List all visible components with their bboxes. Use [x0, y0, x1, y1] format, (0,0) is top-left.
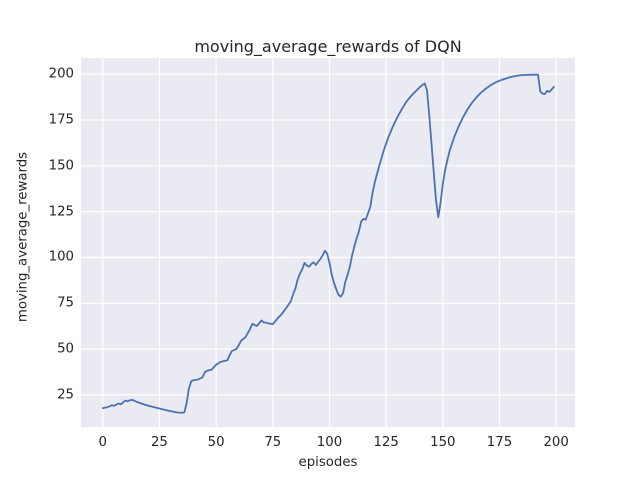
x-tick-label: 125	[373, 435, 399, 450]
y-tick-label: 200	[48, 66, 74, 82]
x-tick-label: 100	[316, 435, 343, 450]
y-tick-label: 150	[48, 158, 74, 174]
x-tick-label: 50	[207, 435, 225, 450]
x-tick-label: 25	[150, 435, 168, 450]
x-tick-label: 175	[486, 435, 513, 450]
y-tick-label: 25	[57, 387, 74, 403]
x-tick-label: 150	[430, 435, 456, 450]
y-tick-label: 100	[48, 249, 74, 265]
reward-line-series	[101, 73, 555, 414]
y-tick-label: 125	[48, 203, 74, 219]
y-tick-label: 50	[57, 341, 74, 357]
x-tick-label: 0	[98, 435, 107, 450]
x-tick-label: 200	[543, 435, 569, 450]
x-tick-label: 75	[264, 435, 282, 450]
y-tick-label: 75	[57, 295, 74, 311]
y-tick-label: 175	[48, 112, 74, 128]
x-axis-label: episodes	[298, 455, 358, 470]
y-axis-label: moving_average_rewards	[15, 151, 31, 323]
plot-area	[81, 58, 575, 427]
chart-title: moving_average_rewards of DQN	[194, 37, 462, 56]
line-chart-svg	[81, 58, 575, 427]
